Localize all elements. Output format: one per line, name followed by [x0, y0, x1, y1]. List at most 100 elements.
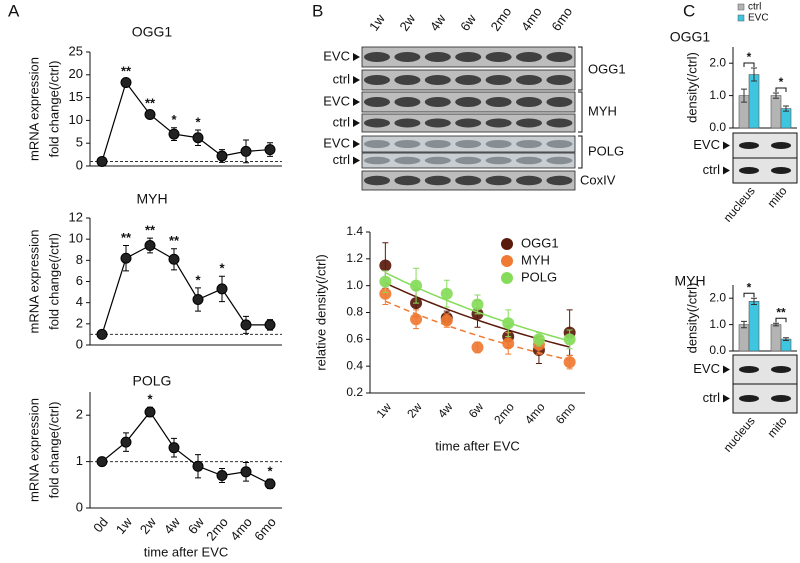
gene-label: POLG — [588, 143, 624, 158]
marker — [264, 478, 276, 490]
legend-swatch — [737, 3, 745, 11]
bracket — [578, 135, 583, 169]
y-tick-label: 5 — [76, 135, 83, 150]
marker — [144, 406, 156, 418]
significance: * — [219, 261, 225, 276]
y-tick-label: 15 — [69, 89, 83, 104]
blot-band — [364, 97, 390, 107]
marker — [440, 314, 453, 327]
y-tick-label: 2.0 — [709, 55, 726, 69]
gene-label: OGG1 — [588, 61, 626, 76]
y-axis-label: mRNA expression — [26, 229, 41, 333]
marker — [168, 128, 180, 140]
y-tick-label: 0.0 — [709, 120, 726, 134]
marker — [168, 253, 180, 265]
y-tick-label: 0 — [76, 499, 83, 514]
blot-band — [771, 167, 791, 174]
blot-band — [485, 52, 512, 62]
marker — [192, 460, 204, 472]
significance: * — [195, 272, 201, 287]
x-tick-label: 6mo — [553, 400, 579, 427]
error-bar — [751, 67, 757, 82]
bar — [748, 74, 760, 129]
row-label: EVC — [323, 48, 350, 63]
legend-label: POLG — [521, 269, 557, 284]
y-tick-label: 10 — [69, 112, 83, 127]
blot-band — [424, 97, 451, 107]
y-tick-label: 1.0 — [709, 88, 726, 102]
blot-band — [771, 366, 791, 373]
blot-label: EVC — [693, 361, 720, 376]
y-tick-label: 6 — [76, 273, 83, 288]
blot-band — [394, 118, 421, 128]
marker — [96, 456, 108, 468]
y-tick-label: 0.8 — [346, 305, 363, 319]
blot-label: EVC — [693, 137, 720, 152]
legend-swatch — [737, 14, 745, 22]
y-tick-label: 25 — [69, 43, 83, 58]
marker — [264, 319, 276, 331]
arrowhead — [723, 141, 730, 150]
blot-band — [546, 140, 573, 148]
blot-band — [455, 175, 482, 186]
arrowhead — [723, 394, 730, 403]
marker — [502, 317, 515, 330]
y-axis-label: fold change(/ctrl) — [46, 233, 61, 330]
significance: ** — [121, 63, 132, 78]
x-axis-label: time after EVC — [144, 544, 229, 559]
x-tick-label: 6w — [466, 400, 487, 421]
legend-marker — [501, 272, 513, 284]
blot-band — [394, 140, 421, 148]
blot-band — [546, 175, 573, 186]
chart-title: OGG1 — [670, 29, 711, 45]
marker — [216, 150, 228, 162]
y-tick-label: 4 — [76, 294, 83, 309]
panel-label: C — [683, 1, 695, 20]
blot-band — [455, 140, 482, 148]
blot-band — [424, 52, 451, 62]
blot-band — [424, 140, 451, 148]
row-label: ctrl — [333, 152, 350, 167]
significance: * — [195, 114, 201, 129]
lane-label: 6w — [457, 11, 479, 34]
blot-band — [455, 52, 482, 62]
marker — [120, 77, 132, 89]
arrowhead — [353, 53, 360, 61]
gene-label: CoxIV — [580, 172, 616, 187]
blot-band — [394, 97, 421, 107]
marker — [120, 252, 132, 264]
x-tick-label: 4w — [435, 400, 456, 421]
y-tick-label: 2 — [76, 315, 83, 330]
chart-title: MYH — [136, 191, 167, 207]
blot-band — [394, 156, 421, 165]
marker — [240, 466, 252, 478]
blot-band — [546, 118, 573, 128]
blot-band — [739, 366, 759, 373]
error-bar — [783, 105, 789, 112]
lane-label: 6mo — [548, 4, 575, 33]
arrowhead — [723, 365, 730, 374]
blot-band — [424, 175, 451, 186]
x-tick-label: 1w — [373, 400, 394, 421]
y-tick-label: 8 — [76, 252, 83, 267]
lane-label: 2mo — [488, 4, 515, 33]
blot-band — [394, 75, 421, 85]
x-tick-label: mito — [764, 184, 790, 211]
blot-band — [485, 97, 512, 107]
blot-band — [516, 52, 542, 62]
error-bar — [751, 297, 757, 306]
blot-band — [424, 118, 451, 128]
significance: * — [171, 112, 177, 127]
marker — [379, 275, 392, 288]
y-tick-label: 0 — [76, 157, 83, 172]
arrowhead — [353, 98, 360, 106]
y-axis-label: density(/ctrl) — [684, 283, 699, 354]
arrowhead — [353, 76, 360, 84]
marker — [502, 337, 515, 350]
marker — [216, 470, 228, 482]
bar — [770, 95, 782, 129]
marker — [563, 333, 576, 346]
arrowhead — [353, 156, 360, 165]
blot-band — [455, 156, 482, 165]
